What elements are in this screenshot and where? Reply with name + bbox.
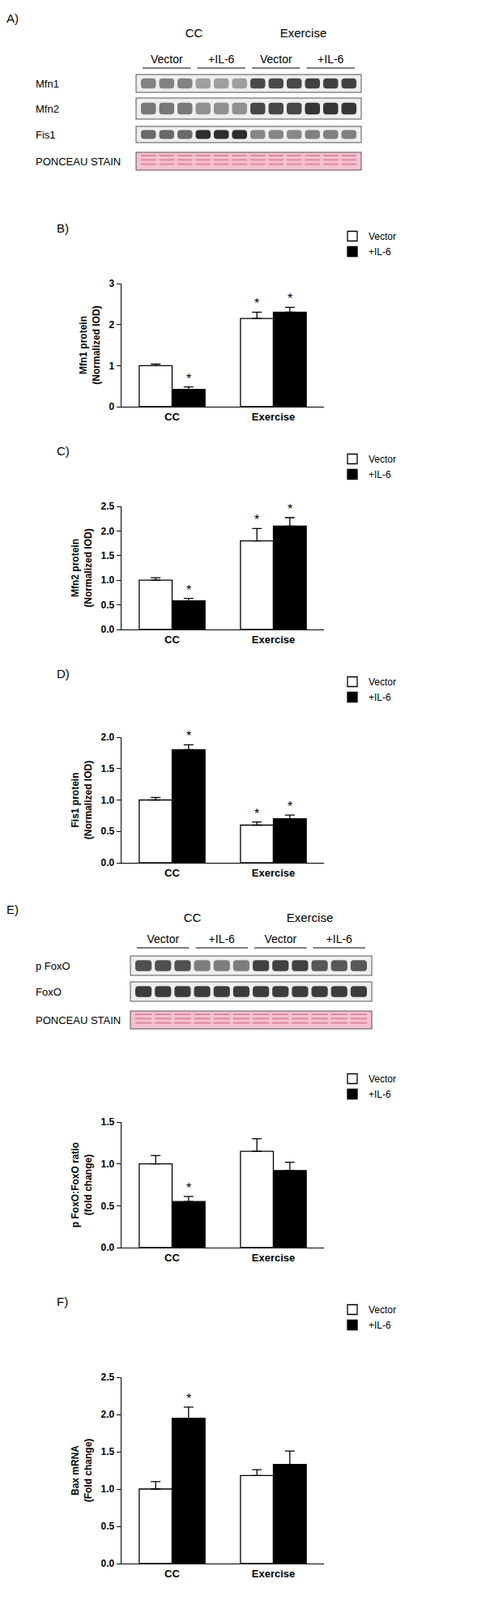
svg-text:0.5: 0.5 xyxy=(101,1520,116,1532)
svg-text:*: * xyxy=(186,729,192,743)
svg-text:1.5: 1.5 xyxy=(101,763,116,775)
svg-text:+IL-6: +IL-6 xyxy=(368,468,392,481)
svg-text:2.0: 2.0 xyxy=(101,731,116,743)
svg-text:Vector: Vector xyxy=(146,932,180,946)
svg-text:CC: CC xyxy=(164,1567,180,1580)
html-text:D): D) xyxy=(56,666,70,681)
svg-text:*: * xyxy=(254,512,260,527)
svg-text:p FoxO: p FoxO xyxy=(35,959,71,972)
html-text:C): C) xyxy=(56,443,70,458)
svg-text:Exercise: Exercise xyxy=(251,633,296,646)
svg-text:0.5: 0.5 xyxy=(101,825,116,837)
svg-text:Vector: Vector xyxy=(368,230,397,243)
svg-text:FoxO: FoxO xyxy=(35,985,62,998)
svg-text:*: * xyxy=(287,502,293,516)
svg-text:1.5: 1.5 xyxy=(101,549,116,562)
svg-text:3: 3 xyxy=(109,277,116,290)
svg-text:CC: CC xyxy=(164,410,180,423)
svg-text:1.0: 1.0 xyxy=(101,574,116,586)
svg-text:CC: CC xyxy=(164,1251,180,1264)
svg-text:1.5: 1.5 xyxy=(101,1116,116,1128)
svg-text:Exercise: Exercise xyxy=(280,25,328,40)
svg-text:1: 1 xyxy=(109,360,116,372)
svg-text:+IL-6: +IL-6 xyxy=(368,691,392,704)
svg-text:Exercise: Exercise xyxy=(251,410,296,423)
svg-text:Vector: Vector xyxy=(368,453,397,465)
svg-text:Vector: Vector xyxy=(150,52,184,66)
svg-text:*: * xyxy=(287,799,293,814)
svg-text:*: * xyxy=(254,806,260,821)
svg-text:+IL-6: +IL-6 xyxy=(368,246,392,258)
svg-text:PONCEAU STAIN: PONCEAU STAIN xyxy=(35,155,121,168)
svg-text:0.0: 0.0 xyxy=(101,1557,116,1569)
svg-text:CC: CC xyxy=(164,866,180,879)
svg-text:*: * xyxy=(287,291,293,306)
svg-text:Mfn1: Mfn1 xyxy=(35,77,60,90)
svg-text:CC: CC xyxy=(164,633,180,646)
svg-text:Vector: Vector xyxy=(368,1304,397,1316)
svg-text:2.0: 2.0 xyxy=(101,525,116,538)
svg-text:p FoxO:FoxO ratio(fold change): p FoxO:FoxO ratio(fold change) xyxy=(69,1142,94,1228)
svg-text:Vector: Vector xyxy=(368,676,397,688)
svg-text:Fis1 protein(Normalized IOD): Fis1 protein(Normalized IOD) xyxy=(69,760,94,840)
svg-text:Exercise: Exercise xyxy=(251,1251,296,1264)
svg-text:+IL-6: +IL-6 xyxy=(208,52,235,66)
svg-text:Mfn2 protein(Normalized IOD): Mfn2 protein(Normalized IOD) xyxy=(69,528,94,607)
svg-text:Exercise: Exercise xyxy=(251,866,296,879)
svg-text:Vector: Vector xyxy=(368,1073,397,1085)
svg-text:2.5: 2.5 xyxy=(101,500,116,512)
svg-text:Exercise: Exercise xyxy=(251,1567,296,1580)
svg-text:Bax mRNA(Fold change): Bax mRNA(Fold change) xyxy=(69,1438,94,1503)
svg-text:E): E) xyxy=(6,902,19,917)
svg-text:1.0: 1.0 xyxy=(101,794,116,806)
svg-text:0.0: 0.0 xyxy=(101,623,116,636)
svg-text:*: * xyxy=(186,371,192,386)
svg-text:+IL-6: +IL-6 xyxy=(368,1088,392,1100)
svg-text:*: * xyxy=(186,1391,192,1406)
svg-text:+IL-6: +IL-6 xyxy=(368,1319,392,1331)
svg-text:2.5: 2.5 xyxy=(101,1371,116,1383)
svg-text:CC: CC xyxy=(185,25,204,40)
svg-text:Mfn1 protein(Normalized IOD): Mfn1 protein(Normalized IOD) xyxy=(77,305,103,384)
svg-text:Vector: Vector xyxy=(260,52,293,66)
svg-text:*: * xyxy=(186,1180,192,1195)
svg-text:CC: CC xyxy=(183,910,202,925)
html-text:F): F) xyxy=(56,1294,69,1309)
svg-text:+IL-6: +IL-6 xyxy=(317,52,345,66)
svg-text:2: 2 xyxy=(109,319,116,331)
svg-text:1.0: 1.0 xyxy=(101,1483,116,1495)
svg-text:+IL-6: +IL-6 xyxy=(326,932,354,946)
svg-text:Fis1: Fis1 xyxy=(35,128,56,141)
svg-text:Mfn2: Mfn2 xyxy=(35,102,60,116)
svg-text:+IL-6: +IL-6 xyxy=(208,932,236,946)
svg-text:Vector: Vector xyxy=(264,932,297,946)
svg-text:*: * xyxy=(186,583,192,597)
svg-text:A): A) xyxy=(6,11,19,26)
svg-text:1.5: 1.5 xyxy=(101,1445,116,1458)
svg-text:2.0: 2.0 xyxy=(101,1408,116,1420)
html-text:B): B) xyxy=(56,221,69,235)
svg-text:0.5: 0.5 xyxy=(101,1200,116,1212)
svg-text:0.0: 0.0 xyxy=(101,1241,116,1254)
svg-text:*: * xyxy=(254,296,260,311)
svg-text:0: 0 xyxy=(109,400,116,413)
svg-text:PONCEAU STAIN: PONCEAU STAIN xyxy=(35,1014,121,1027)
svg-text:Exercise: Exercise xyxy=(286,910,334,925)
svg-text:1.0: 1.0 xyxy=(101,1158,116,1170)
svg-text:0.0: 0.0 xyxy=(101,856,116,869)
svg-text:0.5: 0.5 xyxy=(101,599,116,611)
